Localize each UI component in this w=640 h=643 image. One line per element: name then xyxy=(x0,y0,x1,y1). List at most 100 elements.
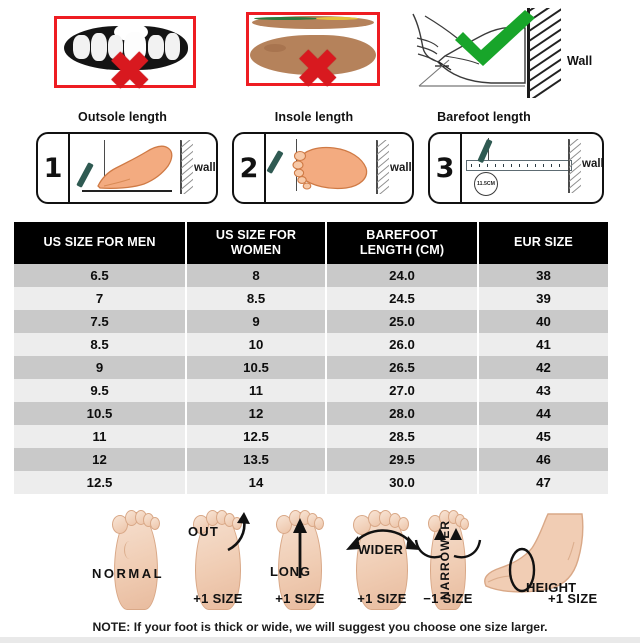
cell-eur-size: 40 xyxy=(478,309,608,333)
narrower-arrow-icon xyxy=(414,528,482,559)
foot-type-height: HEIGHT +1 SIZE xyxy=(470,508,620,620)
wall-label: wall xyxy=(194,162,216,174)
wall-hatching xyxy=(377,140,389,194)
foot-type-label: NORMAL xyxy=(92,566,165,581)
foot-type-advice: +1 SIZE xyxy=(357,591,407,606)
table-row: 12.5 14 30.0 47 xyxy=(14,470,608,494)
cell-barefoot-length: 24.0 xyxy=(326,263,479,287)
header-line: US SIZE FOR xyxy=(215,228,297,242)
insole-edge-shape xyxy=(252,16,374,29)
cell-us-women: 8.5 xyxy=(186,286,327,310)
table-row: 7 8.5 24.5 39 xyxy=(14,286,608,310)
shoe-outsole-shape xyxy=(64,23,188,70)
cell-us-women: 12 xyxy=(186,401,327,425)
header-line: LENGTH (CM) xyxy=(359,242,445,257)
wall-hatching xyxy=(181,140,193,194)
wall-hatching xyxy=(569,139,581,193)
wall-line xyxy=(527,8,530,98)
panel-caption: Insole length xyxy=(274,110,354,124)
cell-us-women: 10.5 xyxy=(186,355,327,379)
size-table-wrapper: US SIZE FOR MEN US SIZE FOR WOMEN BAREFO… xyxy=(14,222,608,494)
out-arrow-icon xyxy=(227,512,250,552)
cell-us-women: 8 xyxy=(186,263,327,287)
table-row: 8.5 10 26.0 41 xyxy=(14,332,608,356)
cell-us-men: 6.5 xyxy=(14,263,187,287)
cell-eur-size: 44 xyxy=(478,401,608,425)
cell-eur-size: 47 xyxy=(478,470,608,494)
ruler-icon xyxy=(466,160,572,171)
wall-label: wall xyxy=(390,162,412,174)
foot-type-label: HEIGHT xyxy=(526,580,577,595)
table-row: 12 13.5 29.5 46 xyxy=(14,447,608,471)
cell-us-women: 12.5 xyxy=(186,424,327,448)
foot-type-advice: −1 SIZE xyxy=(423,591,473,606)
insole-top-shape xyxy=(250,35,376,75)
cell-eur-size: 45 xyxy=(478,424,608,448)
panel-caption: Barefoot length xyxy=(437,110,531,124)
foot-type-label: LONG xyxy=(270,564,311,579)
cell-eur-size: 38 xyxy=(478,263,608,287)
panel-caption: Outsole length xyxy=(78,110,167,124)
red-measure-bracket xyxy=(54,16,196,88)
cell-us-men: 8.5 xyxy=(14,332,187,356)
cell-us-men: 9 xyxy=(14,355,187,379)
magnified-measurement: 11.5CM xyxy=(474,172,498,196)
cell-us-men: 9.5 xyxy=(14,378,187,402)
foot-top-view xyxy=(112,510,160,610)
barefoot-illustration: Wall xyxy=(405,4,605,102)
measurement-comparison-row: ✖ Outsole length ✖ xyxy=(0,4,640,126)
foot-type-advice-row: NORMAL OUT +1 SIZE xyxy=(0,508,640,643)
long-arrow-icon xyxy=(293,518,307,578)
table-header-row: US SIZE FOR MEN US SIZE FOR WOMEN BAREFO… xyxy=(14,222,608,264)
cell-us-men: 7 xyxy=(14,286,187,310)
cell-eur-size: 39 xyxy=(478,286,608,310)
header-line: EUR SIZE xyxy=(514,235,573,250)
cross-mark-icon: ✖ xyxy=(108,43,152,101)
wider-arrow-icon xyxy=(346,529,420,550)
cell-barefoot-length: 25.0 xyxy=(326,309,479,333)
cell-barefoot-length: 26.0 xyxy=(326,332,479,356)
step-box-3: 3 11.5CM wall xyxy=(428,132,604,204)
cell-barefoot-length: 30.0 xyxy=(326,470,479,494)
foot-bottom-view xyxy=(292,146,368,190)
column-header-barefoot-length: BAREFOOT LENGTH (CM) xyxy=(326,222,479,264)
foot-type-out: OUT +1 SIZE xyxy=(178,508,258,620)
cell-us-men: 7.5 xyxy=(14,309,187,333)
size-table: US SIZE FOR MEN US SIZE FOR WOMEN BAREFO… xyxy=(14,222,608,494)
cell-us-men: 11 xyxy=(14,424,187,448)
cell-barefoot-length: 29.5 xyxy=(326,447,479,471)
step-number: 2 xyxy=(234,134,266,202)
foot-type-wider: WIDER +1 SIZE xyxy=(342,508,422,620)
table-row: 6.5 8 24.0 38 xyxy=(14,263,608,287)
step-box-1: 1 wall xyxy=(36,132,218,204)
step-box-2: 2 xyxy=(232,132,414,204)
cell-us-women: 10 xyxy=(186,332,327,356)
table-row: 11 12.5 28.5 45 xyxy=(14,424,608,448)
foot-top-view xyxy=(193,510,242,610)
foot-top-view xyxy=(428,510,469,610)
check-mark-icon xyxy=(455,10,535,66)
cell-barefoot-length: 27.0 xyxy=(326,378,479,402)
cell-eur-size: 43 xyxy=(478,378,608,402)
step-1-illustration: wall xyxy=(68,134,216,202)
bottom-strip xyxy=(0,637,640,643)
step-3-illustration: 11.5CM wall xyxy=(460,134,602,202)
measuring-steps-row: 1 wall xyxy=(0,132,640,210)
foot-type-advice: +1 SIZE xyxy=(548,591,598,606)
header-line: WOMEN xyxy=(230,242,282,257)
outsole-illustration: ✖ xyxy=(30,4,215,102)
table-body: 6.5 8 24.0 38 7 8.5 24.5 39 7.5 9 25.0 40 8.5 10 26… xyxy=(14,263,608,494)
cell-eur-size: 46 xyxy=(478,447,608,471)
foot-side-view xyxy=(484,513,584,593)
foot-type-normal: NORMAL xyxy=(92,508,176,620)
foot-type-advice: +1 SIZE xyxy=(275,591,325,606)
foot-type-advice: +1 SIZE xyxy=(193,591,243,606)
header-line: BAREFOOT xyxy=(366,228,438,242)
step-2-illustration: wall xyxy=(264,134,412,202)
wall-label: wall xyxy=(582,158,604,170)
cell-eur-size: 41 xyxy=(478,332,608,356)
note-text: NOTE: If your foot is thick or wide, we … xyxy=(92,620,548,634)
foot-side-view xyxy=(97,145,173,190)
cell-us-men: 10.5 xyxy=(14,401,187,425)
cell-barefoot-length: 24.5 xyxy=(326,286,479,310)
